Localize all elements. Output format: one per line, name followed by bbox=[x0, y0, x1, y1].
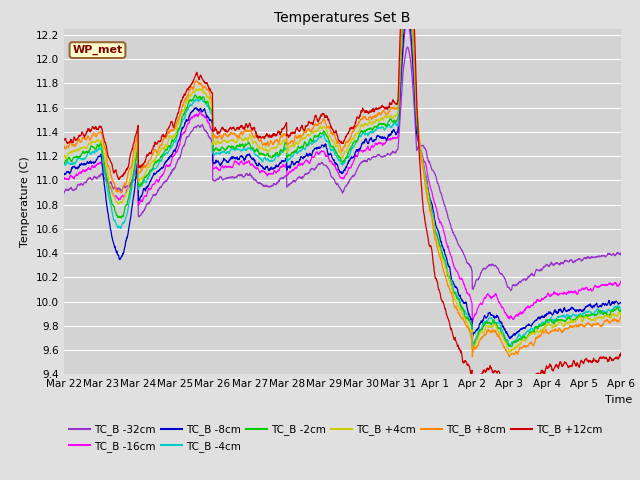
TC_B -2cm bbox=[602, 310, 609, 316]
Line: TC_B -32cm: TC_B -32cm bbox=[64, 47, 621, 290]
TC_B -32cm bbox=[331, 178, 339, 184]
TC_B -16cm bbox=[60, 176, 68, 182]
Line: TC_B -4cm: TC_B -4cm bbox=[64, 0, 621, 347]
TC_B -2cm bbox=[316, 130, 324, 135]
TC_B -16cm bbox=[601, 282, 609, 288]
TC_B -2cm bbox=[60, 160, 68, 166]
TC_B +12cm bbox=[617, 350, 625, 356]
TC_B -16cm bbox=[617, 278, 625, 284]
TC_B -4cm bbox=[506, 344, 513, 349]
Line: TC_B +8cm: TC_B +8cm bbox=[64, 0, 621, 357]
TC_B -2cm bbox=[468, 346, 476, 352]
Line: TC_B -8cm: TC_B -8cm bbox=[64, 9, 621, 338]
TC_B -4cm bbox=[60, 162, 68, 168]
TC_B -2cm bbox=[331, 147, 339, 153]
TC_B +8cm bbox=[316, 120, 324, 126]
TC_B +12cm bbox=[331, 130, 339, 135]
TC_B -4cm bbox=[499, 329, 506, 335]
TC_B +12cm bbox=[601, 355, 609, 361]
TC_B -2cm bbox=[499, 331, 507, 337]
TC_B -16cm bbox=[88, 164, 96, 170]
Text: WP_met: WP_met bbox=[72, 45, 123, 55]
TC_B -32cm bbox=[88, 177, 96, 182]
Title: Temperatures Set B: Temperatures Set B bbox=[274, 11, 411, 25]
TC_B -16cm bbox=[499, 305, 507, 311]
TC_B -8cm bbox=[499, 324, 506, 330]
TC_B -4cm bbox=[602, 309, 609, 315]
TC_B +8cm bbox=[601, 318, 609, 324]
TC_B -2cm bbox=[88, 144, 96, 150]
TC_B -32cm bbox=[404, 44, 412, 50]
TC_B -8cm bbox=[506, 336, 513, 341]
TC_B -32cm bbox=[499, 273, 506, 278]
TC_B +8cm bbox=[506, 354, 513, 360]
TC_B -32cm bbox=[617, 252, 625, 258]
TC_B +12cm bbox=[499, 375, 506, 381]
Y-axis label: Temperature (C): Temperature (C) bbox=[20, 156, 30, 247]
TC_B -16cm bbox=[468, 320, 476, 326]
Legend: TC_B -32cm, TC_B -16cm, TC_B -8cm, TC_B -4cm, TC_B -2cm, TC_B +4cm, TC_B +8cm, T: TC_B -32cm, TC_B -16cm, TC_B -8cm, TC_B … bbox=[69, 424, 602, 452]
TC_B -2cm bbox=[601, 310, 609, 315]
TC_B -8cm bbox=[602, 301, 609, 307]
TC_B -4cm bbox=[331, 150, 339, 156]
TC_B -4cm bbox=[316, 134, 324, 140]
TC_B +12cm bbox=[509, 390, 516, 396]
TC_B -32cm bbox=[602, 253, 609, 259]
TC_B -8cm bbox=[331, 159, 339, 165]
TC_B -2cm bbox=[617, 307, 625, 313]
TC_B +8cm bbox=[499, 340, 506, 346]
TC_B +4cm bbox=[506, 349, 513, 355]
TC_B +4cm bbox=[601, 312, 609, 318]
TC_B -8cm bbox=[60, 172, 68, 178]
TC_B +4cm bbox=[602, 313, 609, 319]
TC_B -32cm bbox=[508, 288, 515, 293]
TC_B +4cm bbox=[60, 153, 68, 158]
TC_B -16cm bbox=[403, 21, 410, 26]
X-axis label: Time: Time bbox=[605, 395, 632, 405]
TC_B -8cm bbox=[601, 302, 609, 308]
TC_B -16cm bbox=[316, 149, 324, 155]
TC_B +8cm bbox=[602, 319, 609, 324]
Line: TC_B -2cm: TC_B -2cm bbox=[64, 0, 621, 349]
TC_B +12cm bbox=[602, 356, 609, 361]
TC_B -32cm bbox=[316, 161, 324, 167]
TC_B +8cm bbox=[331, 132, 339, 138]
TC_B +8cm bbox=[60, 143, 68, 149]
TC_B +12cm bbox=[60, 136, 68, 142]
TC_B -8cm bbox=[617, 300, 625, 305]
TC_B +8cm bbox=[617, 313, 625, 319]
Line: TC_B +4cm: TC_B +4cm bbox=[64, 0, 621, 352]
TC_B +4cm bbox=[88, 140, 96, 145]
TC_B -32cm bbox=[601, 253, 609, 259]
TC_B +12cm bbox=[316, 115, 324, 120]
Line: TC_B -16cm: TC_B -16cm bbox=[64, 24, 621, 323]
TC_B -16cm bbox=[331, 163, 339, 169]
Line: TC_B +12cm: TC_B +12cm bbox=[64, 0, 621, 393]
TC_B -8cm bbox=[88, 159, 96, 165]
TC_B +4cm bbox=[316, 123, 324, 129]
TC_B +4cm bbox=[499, 334, 506, 340]
TC_B -4cm bbox=[617, 305, 625, 311]
TC_B +4cm bbox=[331, 141, 339, 146]
TC_B +12cm bbox=[88, 124, 96, 130]
TC_B -8cm bbox=[316, 145, 324, 151]
TC_B -4cm bbox=[601, 309, 609, 314]
TC_B -8cm bbox=[404, 6, 412, 12]
TC_B +4cm bbox=[617, 313, 625, 319]
TC_B +8cm bbox=[88, 132, 96, 137]
TC_B -4cm bbox=[88, 150, 96, 156]
TC_B -16cm bbox=[602, 282, 609, 288]
TC_B -32cm bbox=[60, 190, 68, 196]
